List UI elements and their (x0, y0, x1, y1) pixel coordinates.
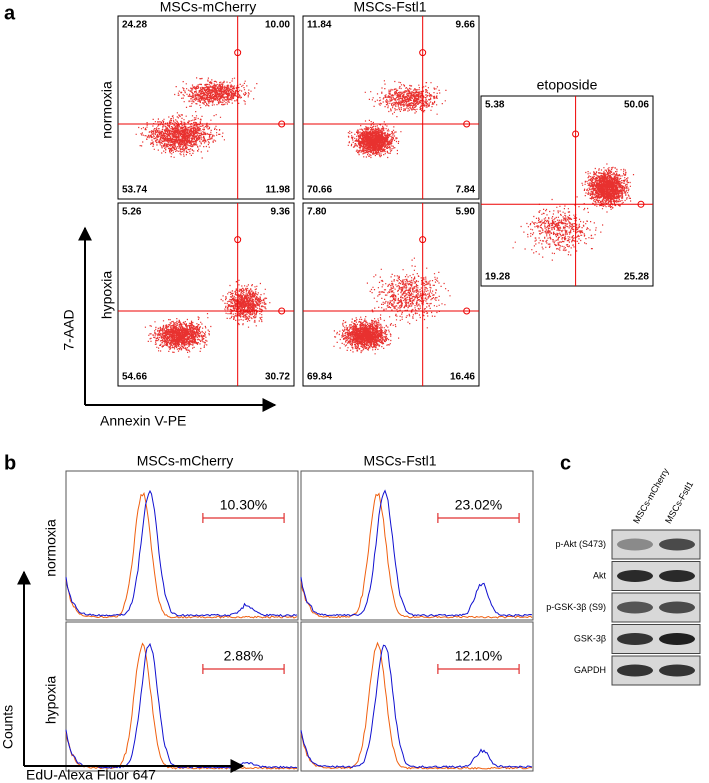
histogram-control (300, 641, 533, 770)
axis-label: Annexin V-PE (100, 413, 186, 429)
gate-handle (637, 200, 645, 208)
plot-frame (117, 15, 295, 200)
gate-percentage: 12.10% (455, 648, 502, 664)
protein-label: GAPDH (574, 665, 606, 675)
quadrant-value: 53.74 (122, 185, 147, 196)
plot-frame (302, 15, 480, 200)
blot-band (617, 664, 653, 677)
protein-label: Akt (593, 570, 607, 580)
plot-frame (117, 202, 295, 387)
gate-handle (463, 120, 471, 128)
quadrant-value: 7.80 (307, 207, 327, 218)
gate-handle (463, 307, 471, 315)
plot-frame (302, 202, 480, 387)
histogram-control (65, 491, 298, 619)
row-label: hypoxia (43, 676, 59, 724)
blot-band (617, 633, 653, 645)
scatter-dots (347, 80, 447, 159)
quadrant-value: 70.66 (307, 185, 332, 196)
histogram-edu (300, 644, 533, 769)
row-label: normoxia (99, 81, 115, 139)
quadrant-value: 5.26 (122, 207, 142, 218)
gate-percentage: 10.30% (220, 497, 267, 513)
quadrant-value: 5.38 (485, 100, 505, 111)
scatter-dots (135, 77, 258, 159)
gate-handle (234, 236, 242, 244)
blot-band (659, 538, 695, 551)
plot-frame (65, 470, 299, 621)
row-label: hypoxia (99, 271, 115, 319)
quadrant-value: 54.66 (122, 372, 147, 383)
scatter-dots (512, 163, 635, 261)
gate-handle (572, 130, 580, 138)
quadrant-value: 50.06 (624, 100, 649, 111)
blot-band (659, 633, 695, 645)
panel-label: b (4, 452, 16, 474)
quadrant-value: 11.84 (307, 20, 332, 31)
plot-frame (300, 621, 534, 772)
quadrant-value: 9.36 (271, 207, 291, 218)
blot-band (659, 601, 695, 614)
protein-label: GSK-3β (574, 633, 606, 643)
quadrant-value: 30.72 (265, 372, 290, 383)
gate-handle (278, 120, 286, 128)
lane-label: MSCs-Fstl1 (663, 479, 695, 525)
row-label: normoxia (43, 519, 59, 577)
gate-handle (419, 236, 427, 244)
axis-label: EdU-Alexa Fluor 647 (26, 767, 156, 783)
quadrant-value: 24.28 (122, 20, 147, 31)
plot-title: etoposide (537, 77, 598, 93)
blot-band (659, 570, 695, 582)
blot-band (617, 538, 653, 551)
blot-band (659, 664, 695, 677)
blot-band (617, 601, 653, 614)
panel-label: c (560, 452, 571, 474)
panel-label: a (4, 2, 16, 24)
plot-frame (300, 470, 534, 621)
scatter-dots (333, 257, 451, 355)
gate-handle (419, 49, 427, 57)
histogram-edu (300, 489, 533, 617)
protein-label: p-Akt (S473) (555, 539, 606, 549)
plot-frame (65, 621, 299, 772)
gate-percentage: 2.88% (224, 648, 264, 664)
column-header: MSCs-mCherry (160, 0, 256, 15)
axis-label: 7-AAD (61, 309, 77, 350)
quadrant-value: 7.84 (456, 185, 476, 196)
plot-frame (480, 95, 654, 287)
gate-percentage: 23.02% (455, 497, 502, 513)
scatter-dots (144, 279, 271, 358)
quadrant-value: 19.28 (485, 272, 510, 283)
quadrant-value: 25.28 (624, 272, 649, 283)
gate-handle (234, 49, 242, 57)
column-header: MSCs-Fstl1 (353, 0, 426, 15)
quadrant-value: 9.66 (456, 20, 476, 31)
quadrant-value: 5.90 (456, 207, 476, 218)
quadrant-value: 10.00 (265, 20, 290, 31)
column-header: MSCs-mCherry (137, 453, 233, 469)
quadrant-value: 69.84 (307, 372, 332, 383)
quadrant-value: 16.46 (450, 372, 475, 383)
histogram-control (300, 492, 533, 619)
protein-label: p-GSK-3β (S9) (546, 602, 606, 612)
axis-label: Counts (0, 705, 16, 749)
quadrant-value: 11.98 (266, 185, 291, 196)
gate-handle (278, 307, 286, 315)
column-header: MSCs-Fstl1 (363, 453, 436, 469)
blot-band (617, 570, 653, 582)
histogram-edu (65, 489, 298, 617)
